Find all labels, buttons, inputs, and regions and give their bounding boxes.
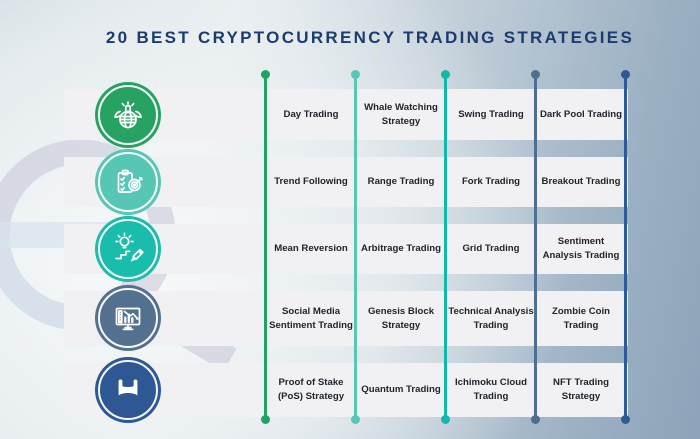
strategy-label: Arbitrage Trading — [361, 243, 441, 255]
timeline-bar — [354, 74, 357, 420]
strategy-cells: Day Trading Whale Watching Strategy Swin… — [266, 89, 626, 140]
banner-icon — [95, 357, 161, 423]
strategy-cell: Technical Analysis Trading — [446, 291, 536, 346]
timeline-dot — [441, 415, 450, 424]
strategy-label: Day Trading — [283, 108, 339, 120]
strategy-cell: Swing Trading — [446, 89, 536, 140]
strategy-cell: NFT Trading Strategy — [536, 363, 626, 417]
strategy-label: Technical Analysis Trading — [448, 305, 534, 331]
strategy-label: Zombie Coin Trading — [551, 305, 611, 331]
strategy-cell: Breakout Trading — [536, 157, 626, 207]
timeline-line — [261, 70, 270, 424]
timeline-line — [531, 70, 540, 424]
timeline-dot — [531, 415, 540, 424]
strategy-label: Social Media Sentiment Trading — [269, 305, 353, 331]
strategy-cell: Fork Trading — [446, 157, 536, 207]
strategy-cell: Proof of Stake (PoS) Strategy — [266, 363, 356, 417]
strategy-cell: Genesis Block Strategy — [356, 291, 446, 346]
strategy-cells: Mean Reversion Arbitrage Trading Grid Tr… — [266, 224, 626, 274]
strategy-label: Swing Trading — [458, 108, 524, 120]
strategy-cell: Trend Following — [266, 157, 356, 207]
timeline-line — [621, 70, 630, 424]
strategy-label: Breakout Trading — [541, 176, 621, 188]
timeline-line — [351, 70, 360, 424]
strategy-label: Sentiment Analysis Trading — [542, 236, 620, 261]
globe-hands-icon — [95, 82, 161, 148]
strategy-cell: Quantum Trading — [356, 363, 446, 417]
timeline-dot — [621, 415, 630, 424]
strategy-label: Trend Following — [274, 176, 348, 188]
timeline-bar — [534, 74, 537, 420]
strategy-cells: Proof of Stake (PoS) Strategy Quantum Tr… — [266, 363, 626, 417]
strategy-cells: Trend Following Range Trading Fork Tradi… — [266, 157, 626, 207]
strategy-label: Grid Trading — [462, 243, 520, 255]
strategy-label: Ichimoku Cloud Trading — [455, 377, 527, 402]
strategy-label: Range Trading — [367, 176, 435, 188]
strategy-label: NFT Trading Strategy — [553, 377, 609, 402]
strategy-cell: Range Trading — [356, 157, 446, 207]
strategy-cell: Sentiment Analysis Trading — [536, 224, 626, 274]
strategy-cells: Social Media Sentiment Trading Genesis B… — [266, 291, 626, 346]
strategy-label: Genesis Block Strategy — [367, 305, 435, 331]
strategy-cell: Mean Reversion — [266, 224, 356, 274]
strategy-cell: Whale Watching Strategy — [356, 89, 446, 140]
strategy-cell: Day Trading — [266, 89, 356, 140]
strategy-label: Whale Watching Strategy — [364, 101, 438, 127]
timeline-dot — [261, 415, 270, 424]
strategy-label: Mean Reversion — [274, 243, 348, 255]
strategy-label: Fork Trading — [461, 176, 521, 188]
strategy-cell: Zombie Coin Trading — [536, 291, 626, 346]
timeline-dot — [351, 415, 360, 424]
monitor-chart-icon — [95, 285, 161, 351]
page-title: 20 BEST CRYPTOCURRENCY TRADING STRATEGIE… — [105, 28, 635, 47]
idea-pencil-icon — [95, 216, 161, 282]
timeline-bar — [624, 74, 627, 420]
strategy-cell: Grid Trading — [446, 224, 536, 274]
clipboard-target-icon — [95, 149, 161, 215]
strategy-cell: Arbitrage Trading — [356, 224, 446, 274]
strategy-label: Dark Pool Trading — [539, 108, 623, 120]
timeline-bar — [444, 74, 447, 420]
strategy-label: Proof of Stake (PoS) Strategy — [277, 377, 345, 402]
strategy-cell: Ichimoku Cloud Trading — [446, 363, 536, 417]
timeline-line — [441, 70, 450, 424]
timeline-bar — [264, 74, 267, 420]
strategy-cell: Dark Pool Trading — [536, 89, 626, 140]
strategy-label: Quantum Trading — [361, 384, 441, 396]
strategy-cell: Social Media Sentiment Trading — [266, 291, 356, 346]
